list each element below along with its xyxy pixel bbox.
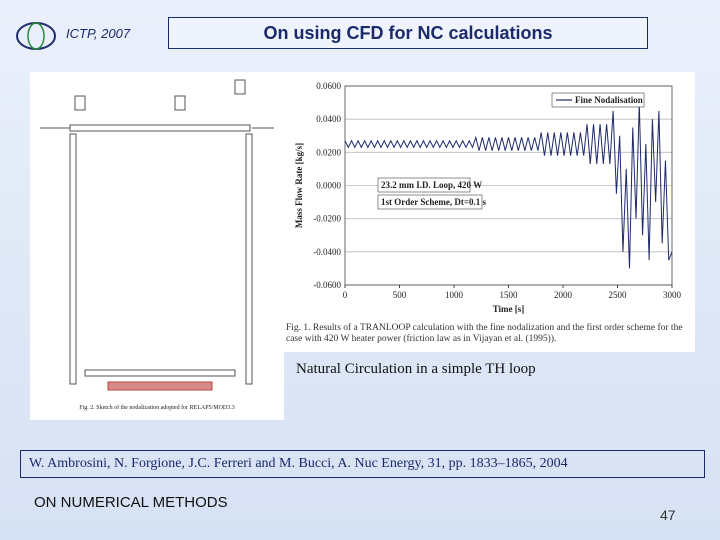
legend-label: Fine Nodalisation bbox=[575, 95, 643, 105]
annotation-box bbox=[377, 177, 471, 193]
x-tick-label: 500 bbox=[393, 290, 407, 300]
y-tick-label: -0.0400 bbox=[313, 247, 341, 257]
x-axis-label: Time [s] bbox=[493, 304, 525, 314]
chart: 0.0600 0.0400 0.0200 0.0000 -0.0200 -0.0400 -0… bbox=[294, 81, 682, 314]
legend-box bbox=[551, 92, 645, 108]
annotation: 1st Order Scheme, Dt=0.1 s bbox=[381, 197, 486, 207]
x-tick-label: 1000 bbox=[445, 290, 464, 300]
y-tick-label: -0.0200 bbox=[313, 214, 341, 224]
x-tick-label: 1500 bbox=[500, 290, 519, 300]
subtitle: Natural Circulation in a simple TH loop bbox=[296, 361, 536, 377]
diagram-caption: Fig. 2. Sketch of the nodalization adopt… bbox=[79, 404, 234, 411]
diagram-drawing: Fig. 2. Sketch of the nodalization adopt… bbox=[40, 79, 274, 411]
logo bbox=[16, 22, 56, 50]
series-line bbox=[344, 102, 673, 269]
y-tick-label: 0.0400 bbox=[316, 114, 341, 124]
x-tick-label: 0 bbox=[343, 290, 348, 300]
x-tick-label: 2000 bbox=[554, 290, 573, 300]
section-label: ON NUMERICAL METHODS bbox=[34, 494, 228, 511]
annotation: 23.2 mm I.D. Loop, 420 W bbox=[381, 180, 482, 190]
page-number: 47 bbox=[660, 507, 676, 523]
annotation-box bbox=[377, 194, 483, 210]
x-tick-label: 3000 bbox=[663, 290, 682, 300]
y-tick-label: 0.0600 bbox=[316, 81, 341, 91]
y-axis-label: Mass Flow Rate [kg/s] bbox=[294, 143, 304, 228]
event: ICTP, 2007 bbox=[66, 26, 131, 41]
y-tick-label: -0.0600 bbox=[313, 280, 341, 290]
plot-frame bbox=[344, 85, 673, 286]
y-tick-label: 0.0000 bbox=[316, 181, 341, 191]
slide-title: On using CFD for NC calculations bbox=[168, 17, 648, 49]
x-tick-label: 2500 bbox=[609, 290, 628, 300]
y-tick-label: 0.0200 bbox=[316, 147, 341, 157]
nodalization-diagram: Fig. 2. Sketch of the nodalization adopt… bbox=[30, 72, 284, 420]
citation: W. Ambrosini, N. Forgione, J.C. Ferreri … bbox=[20, 450, 705, 478]
figure-caption: Fig. 1. Results of a TRANLOOP calculatio… bbox=[286, 323, 683, 344]
chart-image: 0.0600 0.0400 0.0200 0.0000 -0.0200 -0.0400 -0… bbox=[284, 72, 695, 352]
